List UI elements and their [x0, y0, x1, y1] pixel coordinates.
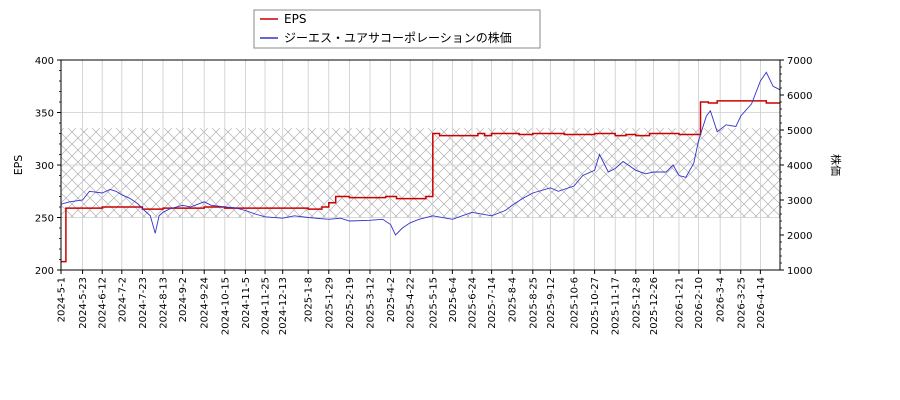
x-tick-label: 2024-11-5 — [241, 277, 252, 329]
x-tick-label: 2025-2-19 — [345, 277, 356, 329]
x-tick-label: 2025-1-29 — [324, 277, 335, 329]
legend-label-eps: EPS — [284, 12, 306, 26]
x-tick-label: 2025-8-25 — [528, 277, 539, 329]
x-tick-label: 2025-10-6 — [570, 277, 581, 329]
right-tick-label: 3000 — [787, 196, 812, 207]
left-tick-label: 250 — [35, 214, 54, 225]
x-tick-label: 2025-4-2 — [386, 277, 397, 322]
x-tick-label: 2025-5-15 — [428, 277, 439, 329]
shaded-band-area — [61, 128, 780, 218]
left-tick-label: 200 — [35, 266, 54, 277]
x-tick-label: 2025-3-12 — [365, 277, 376, 329]
right-tick-label: 1000 — [787, 266, 812, 277]
x-tick-label: 2024-5-23 — [78, 277, 89, 329]
x-tick-label: 2024-6-12 — [98, 277, 109, 329]
x-tick-label: 2024-7-23 — [138, 277, 149, 329]
x-tick-label: 2024-7-2 — [117, 277, 128, 322]
x-tick-label: 2024-9-24 — [200, 277, 211, 329]
x-tick-label: 2025-6-4 — [448, 277, 459, 322]
x-tick-label: 2026-1-21 — [674, 277, 685, 329]
right-tick-label: 5000 — [787, 126, 812, 137]
x-tick-label: 2025-7-14 — [487, 277, 498, 329]
x-tick-label: 2024-8-13 — [159, 277, 170, 329]
right-tick-label: 4000 — [787, 161, 812, 172]
x-axis: 2024-5-1 2024-5-23 2024-6-12 2024-7-2 2024-7… — [57, 270, 767, 335]
legend-label-price: ジーエス・ユアサコーポレーションの株価 — [284, 30, 512, 45]
x-tick-label: 2025-12-26 — [649, 277, 660, 335]
left-tick-label: 300 — [35, 161, 54, 172]
shaded-band — [61, 128, 780, 218]
x-tick-label: 2025-10-27 — [590, 277, 601, 335]
x-tick-label: 2024-11-25 — [261, 277, 272, 335]
right-tick-label: 7000 — [787, 56, 812, 67]
x-tick-label: 2025-1-8 — [304, 277, 315, 322]
x-tick-label: 2025-8-4 — [508, 277, 519, 322]
x-tick-label: 2026-2-10 — [694, 277, 705, 329]
x-tick-label: 2024-9-2 — [178, 277, 189, 322]
series-lines — [61, 71, 780, 263]
right-tick-label: 6000 — [787, 91, 812, 102]
right-axis: 1000 2000 3000 4000 5000 6000 7000 — [780, 56, 812, 277]
left-axis-title: EPS — [12, 155, 25, 176]
x-tick-label: 2026-3-25 — [736, 277, 747, 329]
left-axis: 200 250 300 350 400 — [35, 56, 61, 277]
x-tick-label: 2025-6-24 — [467, 277, 478, 329]
right-axis-title: 株価 — [829, 154, 843, 176]
x-tick-label: 2025-11-17 — [611, 277, 622, 335]
legend-box — [253, 9, 541, 49]
x-tick-label: 2025-12-8 — [631, 277, 642, 329]
x-tick-label: 2024-12-13 — [278, 277, 289, 335]
x-tick-label: 2026-3-4 — [716, 277, 727, 322]
x-tick-label: 2026-4-14 — [756, 277, 767, 329]
x-tick-label: 2025-4-22 — [406, 277, 417, 329]
x-tick-label: 2025-9-12 — [546, 277, 557, 329]
legend: EPS ジーエス・ユアサコーポレーションの株価 — [253, 9, 541, 49]
x-tick-label: 2024-10-15 — [220, 277, 231, 335]
x-tick-label: 2024-5-1 — [57, 277, 68, 322]
left-tick-label: 350 — [35, 109, 54, 120]
right-tick-label: 2000 — [787, 231, 812, 242]
left-tick-label: 400 — [35, 56, 54, 67]
series-line-eps — [61, 100, 780, 263]
series-line-price — [61, 71, 780, 236]
